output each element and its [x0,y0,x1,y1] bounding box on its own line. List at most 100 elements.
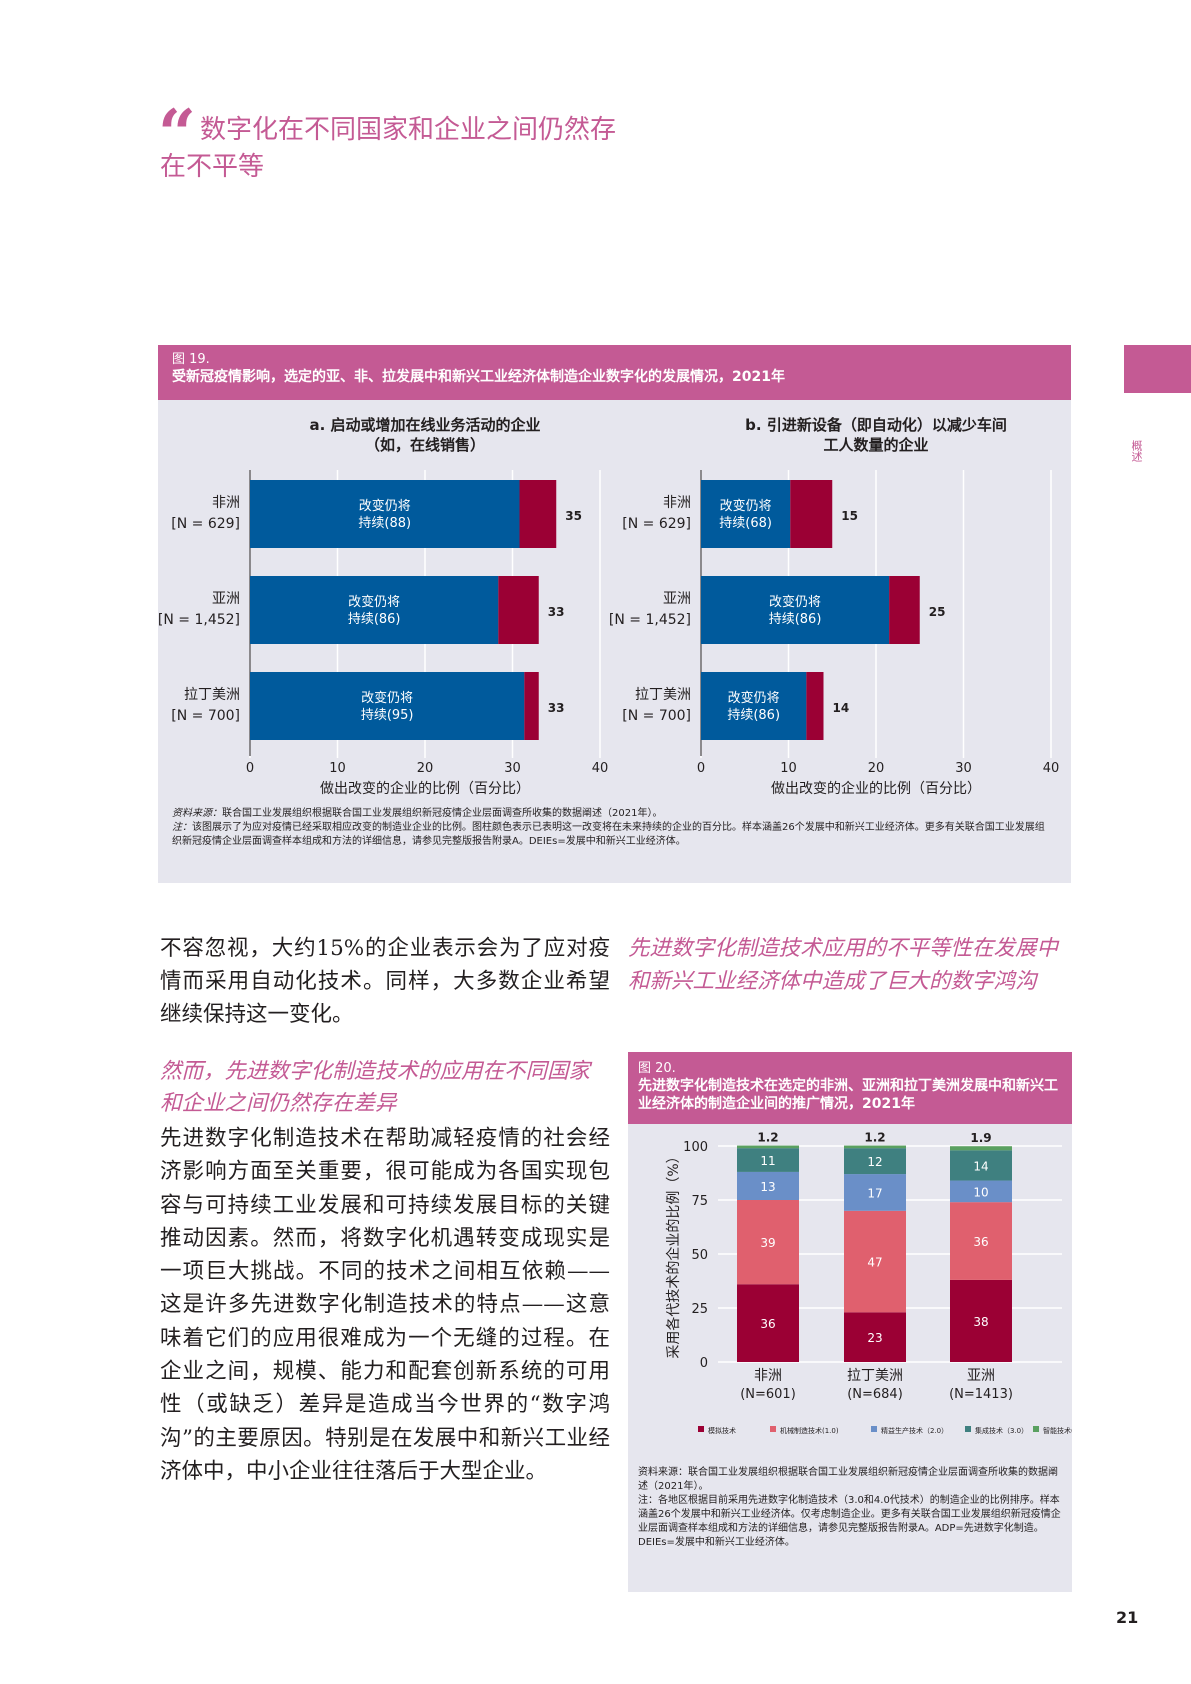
bar-inner-label: 改变仍将 [728,690,780,706]
panel-title-line: b. 引进新设备（即自动化）以减少车间 [745,416,1007,434]
category-label: 非洲 [663,495,691,511]
bar-inner-label: 改变仍将 [769,594,821,610]
pull-quote: 数字化在不同国家和企业之间仍然存 在不平等 [160,112,640,186]
stacked-bar-segment [950,1279,1012,1362]
legend-swatch [698,1426,704,1432]
y-tick-label: 100 [683,1140,708,1155]
legend-swatch [871,1426,877,1432]
bar-not-persist [498,576,539,644]
section-label: 概述 [1130,440,1143,462]
category-n-label: [N = 629] [622,516,691,532]
segment-value-label: 47 [867,1256,882,1270]
bar-inner-value: 持续(86) [348,612,401,627]
body-paragraph-2: 先进数字化制造技术在帮助减轻疫情的社会经济影响方面至关重要，很可能成为各国实现包… [160,1126,610,1484]
y-tick-label: 25 [691,1302,708,1317]
bar-inner-value: 持续(88) [358,516,411,531]
segment-value-label: 17 [867,1186,882,1200]
category-label: 亚洲 [212,591,240,607]
legend-label: 精益生产技术（2.0） [881,1426,948,1435]
legend-label: 机械制造技术(1.0) [780,1426,839,1435]
figure-19-title: 受新冠疫情影响，选定的亚、非、拉发展中和新兴工业经济体制造企业数字化的发展情况，… [172,369,785,385]
category-n-label: (N=601) [740,1387,796,1402]
x-tick-label: 30 [504,761,521,776]
bar-inner-label: 改变仍将 [720,498,772,514]
stacked-bar-segment [844,1148,906,1175]
x-tick-label: 0 [246,761,254,776]
source-label: 资料来源： [172,808,222,819]
x-tick-label: 10 [329,761,346,776]
x-tick-label: 40 [1043,761,1060,776]
stacked-bar-segment [737,1171,799,1200]
figure-20-header: 图 20. 先进数字化制造技术在选定的非洲、亚洲和拉丁美洲发展中和新兴工业经济体… [628,1052,1072,1124]
bar-not-persist [790,480,833,548]
x-tick-label: 40 [592,761,609,776]
bar-persist [250,672,525,740]
x-tick-label: 30 [955,761,972,776]
y-axis-title: 采用各代技术的企业的比例（%） [665,1149,682,1358]
category-n-label: [N = 1,452] [609,612,691,628]
bar-persist [701,576,890,644]
y-tick-label: 75 [691,1194,708,1209]
figure-20-title: 先进数字化制造技术在选定的非洲、亚洲和拉丁美洲发展中和新兴工业经济体的制造企业间… [638,1078,1058,1112]
bar-total-label: 33 [548,701,565,715]
category-n-label: [N = 700] [171,708,240,724]
stacked-bar-segment [737,1200,799,1285]
bar-not-persist [889,576,920,644]
figure-19-number: 图 19. [172,352,210,367]
x-tick-label: 0 [697,761,705,776]
figure-20: 图 20. 先进数字化制造技术在选定的非洲、亚洲和拉丁美洲发展中和新兴工业经济体… [628,1052,1072,1592]
stacked-bar-segment [737,1148,799,1172]
figure-19-charts: a. 启动或增加在线业务活动的企业 （如，在线销售） 0 10 20 30 40 做出改变的企… [158,416,1060,797]
x-axis-title: 做出改变的企业的比例（百分比） [771,780,981,797]
category-label: 亚洲 [663,591,691,607]
category-n-label: (N=1413) [949,1387,1013,1402]
stacked-bar-segment [737,1284,799,1362]
segment-value-label: 23 [867,1331,882,1345]
segment-value-label: 1.9 [970,1131,991,1145]
category-label: 拉丁美洲 [635,687,691,703]
bar-persist [250,576,499,644]
panel-title-line: （如，在线销售） [365,436,485,454]
figure-19-source: 资料来源：联合国工业发展组织根据联合国工业发展组织新冠疫情企业层面调查所收集的数… [172,807,1052,849]
category-label: 亚洲 [967,1368,995,1384]
bar-inner-label: 改变仍将 [361,690,413,706]
x-tick-label: 20 [417,761,434,776]
category-label: 非洲 [754,1368,782,1384]
segment-value-label: 1.2 [864,1131,885,1145]
source-text: 联合国工业发展组织根据联合国工业发展组织新冠疫情企业层面调查所收集的数据阐述（2… [222,808,663,819]
segment-value-label: 12 [867,1155,882,1169]
bar-persist [701,480,791,548]
bar-not-persist [519,480,557,548]
bar-inner-label: 改变仍将 [359,498,411,514]
y-tick-label: 50 [691,1248,708,1263]
x-tick-label: 20 [868,761,885,776]
note-label: 注： [172,822,192,833]
segment-value-label: 39 [760,1236,775,1250]
segment-value-label: 14 [973,1159,988,1173]
segment-value-label: 1.2 [757,1131,778,1145]
source-label: 资料来源： [638,1467,688,1478]
stacked-bar-segment [844,1312,906,1362]
bar-persist [701,672,807,740]
section-tab [1124,345,1191,393]
segment-value-label: 38 [973,1315,988,1329]
bar-inner-value: 持续(95) [361,708,414,723]
panel-title-line: a. 启动或增加在线业务活动的企业 [309,416,540,434]
stacked-bar-segment [844,1145,906,1149]
bar-not-persist [524,672,539,740]
subhead-right: 先进数字化制造技术应用的不平等性在发展中和新兴工业经济体中造成了巨大的数字鸿沟 [628,936,1059,994]
category-n-label: [N = 1,452] [158,612,240,628]
bar-inner-value: 持续(86) [769,612,822,627]
stacked-bar-segment [950,1202,1012,1280]
bar-not-persist [806,672,824,740]
category-n-label: [N = 629] [171,516,240,532]
note-text: 该图展示了为应对疫情已经采取相应改变的制造业企业的比例。图柱颜色表示已表明这一改… [172,822,1045,847]
segment-value-label: 10 [973,1185,988,1199]
panel-title-line: 工人数量的企业 [823,436,928,454]
pull-quote-line1: 数字化在不同国家和企业之间仍然存 [200,115,617,145]
x-tick-label: 10 [780,761,797,776]
category-label: 拉丁美洲 [184,687,240,703]
legend-swatch [770,1426,776,1432]
legend-swatch [965,1426,971,1432]
